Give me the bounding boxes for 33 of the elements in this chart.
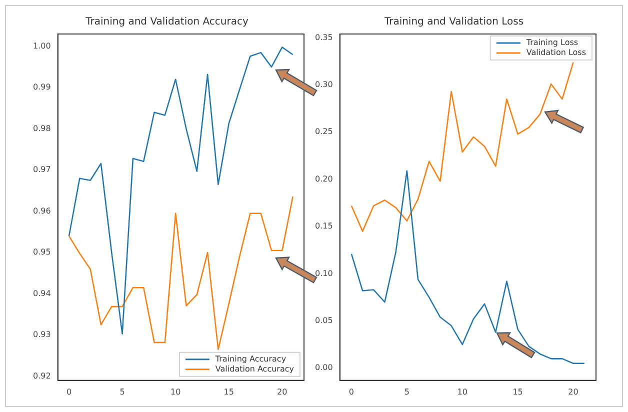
x-tick-label: 15	[512, 387, 523, 396]
y-tick-label: 0.99	[33, 82, 51, 92]
y-tick-label: 0.10	[315, 268, 333, 278]
y-tick-label: 1.00	[33, 41, 51, 50]
y-tick-label: 0.98	[33, 124, 51, 133]
chart-title: Training and Validation Accuracy	[84, 16, 248, 28]
x-tick-label: 10	[170, 387, 181, 396]
y-tick-label: 0.97	[33, 165, 51, 174]
x-tick-label: 5	[404, 387, 410, 396]
y-tick-label: 0.95	[33, 248, 51, 257]
x-tick-label: 10	[457, 387, 468, 396]
y-tick-label: 0.30	[315, 80, 333, 90]
x-tick-label: 20	[568, 387, 578, 396]
y-tick-label: 0.00	[315, 363, 333, 372]
y-tick-label: 0.94	[33, 288, 51, 298]
y-tick-label: 0.35	[315, 32, 333, 42]
chart-title: Training and Validation Loss	[383, 16, 524, 28]
legend-label: Validation Loss	[526, 48, 586, 58]
y-tick-label: 0.15	[315, 222, 333, 231]
x-tick-label: 0	[66, 387, 72, 396]
x-tick-label: 15	[224, 387, 234, 396]
x-tick-label: 20	[277, 387, 288, 396]
legend-label: Training Accuracy	[214, 354, 286, 364]
y-tick-label: 0.92	[33, 371, 51, 380]
y-tick-label: 0.05	[315, 316, 333, 326]
y-tick-label: 0.20	[315, 174, 333, 184]
y-tick-label: 0.93	[33, 330, 51, 340]
x-tick-label: 5	[120, 387, 125, 396]
legend-label: Training Loss	[525, 38, 578, 48]
y-tick-label: 0.96	[33, 206, 51, 216]
y-tick-label: 0.25	[315, 127, 333, 136]
x-tick-label: 0	[348, 387, 354, 396]
legend-label: Validation Accuracy	[215, 364, 294, 374]
